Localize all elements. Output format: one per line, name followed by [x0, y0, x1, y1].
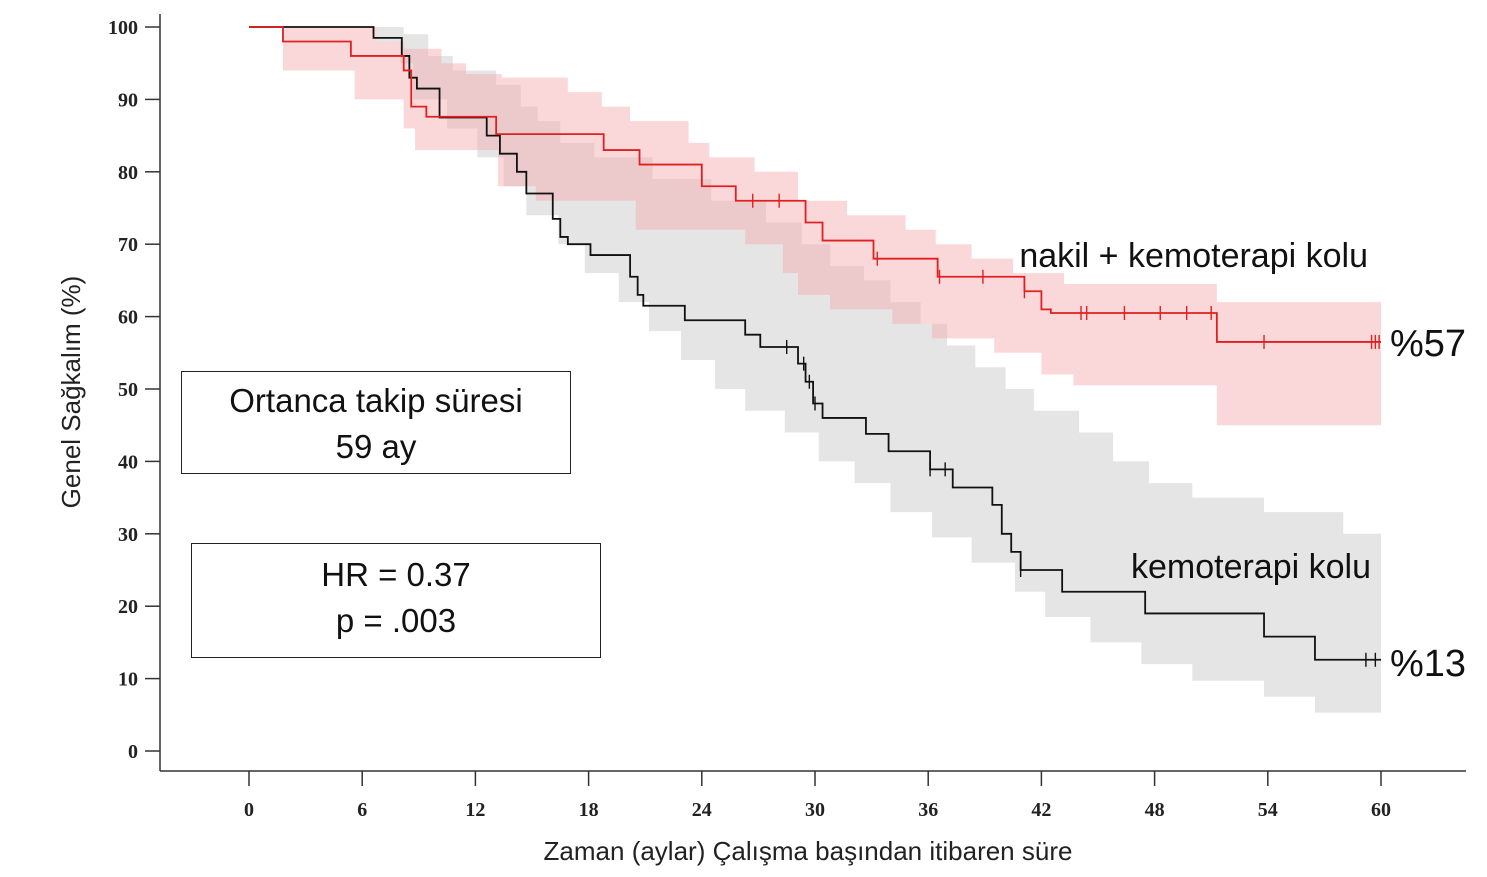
- y-ticks: 0 10 20 30 40 50 60 70 80 90 100: [108, 17, 160, 763]
- series-label-chemo: kemoterapi kolu: [1131, 548, 1371, 586]
- x-tick-label: 12: [465, 799, 485, 821]
- y-tick-label: 70: [118, 234, 138, 256]
- y-tick-label: 100: [108, 17, 138, 39]
- p-value: p = .003: [335, 602, 457, 639]
- x-tick-label: 60: [1371, 799, 1391, 821]
- series-label-transplant: nakil + kemoterapi kolu: [1019, 237, 1368, 275]
- curve-transplant: [249, 26, 1381, 343]
- survival-curves: [249, 26, 1381, 661]
- y-tick-label: 90: [118, 89, 138, 111]
- x-tick-label: 54: [1258, 799, 1278, 821]
- band-transplant: [282, 27, 1382, 426]
- censor-marks: [752, 193, 1380, 667]
- end-label-transplant: %57: [1390, 323, 1466, 365]
- median-followup-value: 59 ay: [335, 428, 417, 465]
- confidence-bands: [282, 27, 1382, 713]
- x-axis-label: Zaman (aylar) Çalışma başından itibaren …: [544, 836, 1073, 866]
- x-tick-label: 42: [1031, 799, 1051, 821]
- x-tick-label: 30: [805, 799, 825, 821]
- hazard-ratio-value: HR = 0.37: [321, 556, 471, 593]
- y-tick-label: 10: [118, 669, 138, 691]
- y-tick-label: 30: [118, 524, 138, 546]
- y-axis-label: Genel Sağkalım (%): [56, 276, 86, 509]
- x-tick-label: 36: [918, 799, 938, 821]
- y-tick-label: 60: [118, 307, 138, 329]
- x-tick-label: 18: [579, 799, 599, 821]
- y-tick-label: 40: [118, 451, 138, 473]
- band-chemo: [377, 27, 1381, 713]
- y-tick-label: 80: [118, 162, 138, 184]
- x-tick-label: 6: [357, 799, 367, 821]
- y-tick-label: 20: [118, 596, 138, 618]
- curve-chemo: [249, 26, 1381, 661]
- hazard-ratio-box: HR = 0.37 p = .003: [191, 543, 601, 658]
- median-followup-box: Ortanca takip süresi 59 ay: [181, 371, 571, 474]
- x-tick-label: 24: [692, 799, 712, 821]
- y-tick-label: 0: [128, 741, 138, 763]
- axes: [159, 14, 1466, 772]
- x-tick-label: 0: [244, 799, 254, 821]
- x-tick-label: 48: [1145, 799, 1165, 821]
- x-ticks: 0 6 12 18 24 30 36 42 48 54 60: [244, 771, 1391, 821]
- median-followup-title: Ortanca takip süresi: [229, 382, 523, 419]
- y-tick-label: 50: [118, 379, 138, 401]
- end-label-chemo: %13: [1390, 643, 1466, 685]
